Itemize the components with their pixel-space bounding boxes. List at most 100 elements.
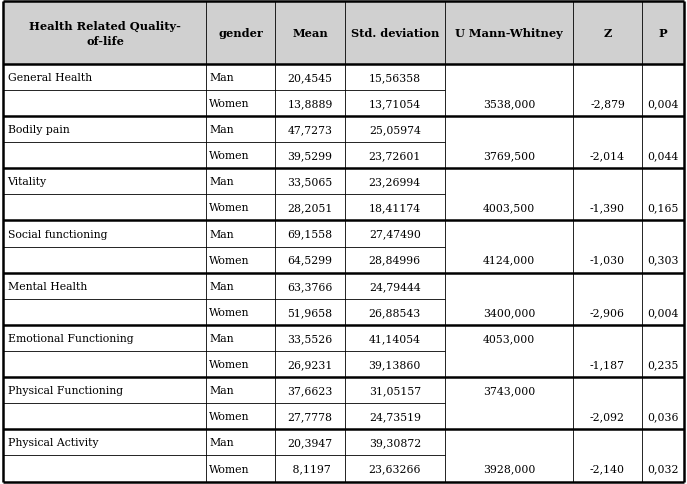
- Bar: [3, 325, 684, 351]
- Text: Man: Man: [210, 333, 234, 343]
- Text: -1,390: -1,390: [590, 203, 625, 213]
- Bar: [3, 247, 684, 273]
- Text: 4053,000: 4053,000: [483, 333, 535, 343]
- Text: 13,71054: 13,71054: [369, 99, 421, 109]
- Text: 18,41174: 18,41174: [369, 203, 421, 213]
- Text: 0,032: 0,032: [647, 464, 679, 473]
- Text: 41,14054: 41,14054: [369, 333, 420, 343]
- Text: Vitality: Vitality: [8, 177, 47, 187]
- Text: 33,5526: 33,5526: [287, 333, 333, 343]
- Text: 0,004: 0,004: [647, 307, 679, 317]
- Bar: [3, 404, 684, 429]
- Bar: [3, 169, 684, 195]
- Bar: [3, 117, 684, 143]
- Text: 3538,000: 3538,000: [483, 99, 535, 109]
- Text: Man: Man: [210, 229, 234, 239]
- Text: Z: Z: [603, 28, 611, 39]
- Text: Women: Women: [210, 359, 249, 369]
- Text: Man: Man: [210, 281, 234, 291]
- Text: 31,05157: 31,05157: [369, 385, 421, 395]
- Bar: [3, 91, 684, 117]
- Text: 0,303: 0,303: [647, 255, 679, 265]
- Text: -1,187: -1,187: [590, 359, 625, 369]
- Bar: [3, 455, 684, 482]
- Text: 26,9231: 26,9231: [287, 359, 333, 369]
- Text: 27,47490: 27,47490: [369, 229, 420, 239]
- Text: Women: Women: [210, 99, 249, 109]
- Text: Man: Man: [210, 385, 234, 395]
- Text: 28,84996: 28,84996: [369, 255, 421, 265]
- Text: 3400,000: 3400,000: [483, 307, 535, 317]
- Text: 0,165: 0,165: [647, 203, 679, 213]
- Text: 28,2051: 28,2051: [287, 203, 333, 213]
- Text: Man: Man: [210, 73, 234, 83]
- Text: 4003,500: 4003,500: [483, 203, 535, 213]
- Text: -1,030: -1,030: [590, 255, 625, 265]
- Text: 47,7273: 47,7273: [287, 125, 333, 135]
- Text: 3743,000: 3743,000: [483, 385, 535, 395]
- Text: Women: Women: [210, 203, 249, 213]
- Text: 24,73519: 24,73519: [369, 411, 420, 422]
- Text: 69,1558: 69,1558: [287, 229, 333, 239]
- Text: 33,5065: 33,5065: [287, 177, 333, 187]
- Text: 39,13860: 39,13860: [369, 359, 421, 369]
- Text: General Health: General Health: [8, 73, 91, 83]
- Text: 0,235: 0,235: [647, 359, 679, 369]
- Text: Man: Man: [210, 125, 234, 135]
- Text: 20,3947: 20,3947: [287, 438, 333, 448]
- Text: U Mann-Whitney: U Mann-Whitney: [455, 28, 563, 39]
- Text: 4124,000: 4124,000: [483, 255, 535, 265]
- Text: 51,9658: 51,9658: [287, 307, 333, 317]
- Text: Man: Man: [210, 177, 234, 187]
- Text: Std. deviation: Std. deviation: [350, 28, 439, 39]
- Text: 20,4545: 20,4545: [287, 73, 333, 83]
- Text: 13,8889: 13,8889: [287, 99, 333, 109]
- Text: 23,72601: 23,72601: [369, 151, 421, 161]
- Text: -2,906: -2,906: [590, 307, 625, 317]
- Bar: [3, 221, 684, 247]
- Text: Man: Man: [210, 438, 234, 448]
- Text: 37,6623: 37,6623: [287, 385, 333, 395]
- Text: Physical Activity: Physical Activity: [8, 438, 98, 448]
- Text: 63,3766: 63,3766: [287, 281, 333, 291]
- Bar: [3, 351, 684, 378]
- Bar: [3, 429, 684, 455]
- Text: Mental Health: Mental Health: [8, 281, 87, 291]
- Text: gender: gender: [218, 28, 263, 39]
- Text: Health Related Quality-
of-life: Health Related Quality- of-life: [29, 21, 181, 46]
- Text: Women: Women: [210, 464, 249, 473]
- Bar: [3, 195, 684, 221]
- Text: 23,63266: 23,63266: [368, 464, 421, 473]
- Text: 27,7778: 27,7778: [287, 411, 333, 422]
- Text: Social functioning: Social functioning: [8, 229, 107, 239]
- Text: 8,1197: 8,1197: [289, 464, 331, 473]
- Text: 15,56358: 15,56358: [369, 73, 421, 83]
- Text: Mean: Mean: [292, 28, 328, 39]
- Text: 3769,500: 3769,500: [483, 151, 535, 161]
- Text: 3928,000: 3928,000: [483, 464, 535, 473]
- Text: Women: Women: [210, 411, 249, 422]
- Text: -2,092: -2,092: [590, 411, 625, 422]
- Text: 0,036: 0,036: [647, 411, 679, 422]
- Text: 24,79444: 24,79444: [369, 281, 420, 291]
- Bar: [3, 378, 684, 404]
- Text: 0,044: 0,044: [647, 151, 678, 161]
- Bar: [3, 273, 684, 299]
- Text: 26,88543: 26,88543: [369, 307, 421, 317]
- Text: 25,05974: 25,05974: [369, 125, 420, 135]
- Text: Women: Women: [210, 151, 249, 161]
- Text: Emotional Functioning: Emotional Functioning: [8, 333, 133, 343]
- Text: Physical Functioning: Physical Functioning: [8, 385, 123, 395]
- Text: 64,5299: 64,5299: [287, 255, 333, 265]
- Text: 39,5299: 39,5299: [287, 151, 333, 161]
- Bar: [3, 2, 684, 65]
- Bar: [3, 299, 684, 325]
- Text: -2,879: -2,879: [590, 99, 625, 109]
- Text: -2,140: -2,140: [590, 464, 625, 473]
- Bar: [3, 143, 684, 169]
- Text: Women: Women: [210, 307, 249, 317]
- Text: Bodily pain: Bodily pain: [8, 125, 69, 135]
- Text: 0,004: 0,004: [647, 99, 679, 109]
- Text: Women: Women: [210, 255, 249, 265]
- Text: 23,26994: 23,26994: [369, 177, 421, 187]
